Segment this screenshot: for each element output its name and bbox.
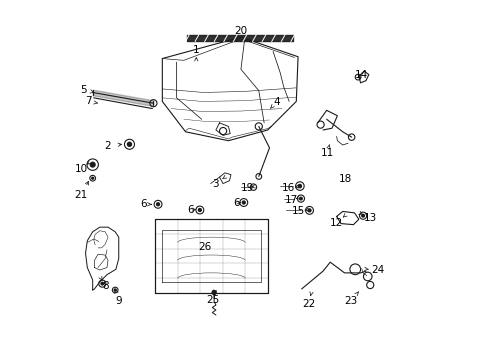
Text: 6: 6 [233,198,240,207]
Circle shape [114,289,116,291]
Text: 24: 24 [370,265,383,275]
Text: 18: 18 [338,174,351,184]
Circle shape [212,291,216,295]
Text: 12: 12 [329,217,343,228]
Text: 9: 9 [115,296,122,306]
Text: 6: 6 [140,199,147,209]
Text: 25: 25 [206,296,219,305]
Circle shape [101,282,103,285]
Circle shape [298,184,301,188]
Text: 23: 23 [344,296,357,306]
Text: 14: 14 [354,69,367,80]
Circle shape [127,142,131,147]
Text: 7: 7 [85,96,92,107]
Circle shape [91,177,94,179]
Text: 13: 13 [363,213,376,223]
Text: 8: 8 [102,281,108,291]
Text: 20: 20 [234,26,247,36]
Text: 5: 5 [80,85,86,95]
Circle shape [242,201,245,204]
Text: 22: 22 [302,299,315,309]
Circle shape [299,197,302,200]
Circle shape [361,214,364,217]
Circle shape [156,203,159,206]
Text: 4: 4 [273,97,280,107]
Circle shape [307,209,310,212]
Text: 21: 21 [75,190,88,200]
Text: 2: 2 [104,141,111,151]
Text: 6: 6 [186,204,193,215]
Circle shape [198,208,201,212]
Text: 17: 17 [285,195,298,205]
Text: 11: 11 [320,148,333,158]
Text: 3: 3 [211,179,218,189]
Text: 19: 19 [240,183,253,193]
Text: 26: 26 [198,242,211,252]
Text: 16: 16 [281,183,294,193]
Text: 1: 1 [193,45,199,55]
Text: 15: 15 [291,206,305,216]
Text: 10: 10 [75,163,88,174]
Circle shape [90,162,95,167]
